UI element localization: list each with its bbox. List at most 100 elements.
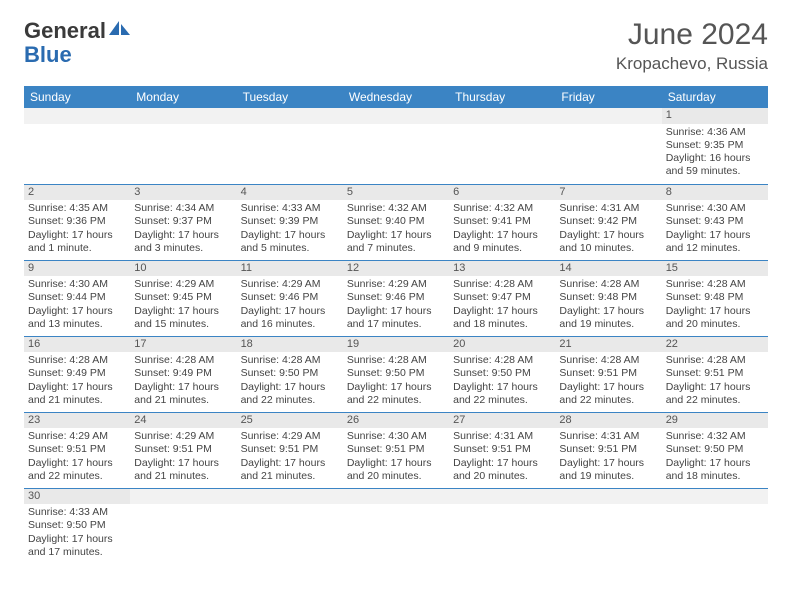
calendar-row: 16Sunrise: 4:28 AMSunset: 9:49 PMDayligh… [24, 336, 768, 412]
sunset-line: Sunset: 9:50 PM [28, 519, 126, 532]
daynum-bar: 19 [343, 337, 449, 353]
calendar-cell: 24Sunrise: 4:29 AMSunset: 9:51 PMDayligh… [130, 412, 236, 488]
daynum-bar: 8 [662, 185, 768, 201]
sunrise-line: Sunrise: 4:28 AM [559, 354, 657, 367]
calendar-cell: 3Sunrise: 4:34 AMSunset: 9:37 PMDaylight… [130, 184, 236, 260]
calendar-cell: 27Sunrise: 4:31 AMSunset: 9:51 PMDayligh… [449, 412, 555, 488]
sunrise-line: Sunrise: 4:34 AM [134, 202, 232, 215]
calendar-cell [24, 108, 130, 184]
daylight-line: Daylight: 17 hours and 19 minutes. [559, 305, 657, 331]
daynum-bar-empty [449, 489, 555, 505]
calendar-cell [237, 488, 343, 564]
calendar-cell: 15Sunrise: 4:28 AMSunset: 9:48 PMDayligh… [662, 260, 768, 336]
daylight-line: Daylight: 17 hours and 22 minutes. [666, 381, 764, 407]
calendar-row: 9Sunrise: 4:30 AMSunset: 9:44 PMDaylight… [24, 260, 768, 336]
sunrise-line: Sunrise: 4:31 AM [559, 430, 657, 443]
daynum-bar-empty [555, 108, 661, 124]
weekday-header: Thursday [449, 86, 555, 108]
calendar-row: 2Sunrise: 4:35 AMSunset: 9:36 PMDaylight… [24, 184, 768, 260]
daynum-bar-empty [237, 108, 343, 124]
sunrise-line: Sunrise: 4:28 AM [453, 354, 551, 367]
sunset-line: Sunset: 9:51 PM [347, 443, 445, 456]
calendar-cell [237, 108, 343, 184]
calendar-cell: 21Sunrise: 4:28 AMSunset: 9:51 PMDayligh… [555, 336, 661, 412]
daynum-bar: 6 [449, 185, 555, 201]
calendar-cell: 22Sunrise: 4:28 AMSunset: 9:51 PMDayligh… [662, 336, 768, 412]
daynum-bar: 2 [24, 185, 130, 201]
calendar-cell [555, 108, 661, 184]
calendar-cell: 12Sunrise: 4:29 AMSunset: 9:46 PMDayligh… [343, 260, 449, 336]
sunrise-line: Sunrise: 4:35 AM [28, 202, 126, 215]
calendar-table: SundayMondayTuesdayWednesdayThursdayFrid… [24, 86, 768, 564]
sunset-line: Sunset: 9:50 PM [241, 367, 339, 380]
daynum-bar-empty [237, 489, 343, 505]
sunrise-line: Sunrise: 4:28 AM [559, 278, 657, 291]
daynum-bar: 18 [237, 337, 343, 353]
daylight-line: Daylight: 17 hours and 19 minutes. [559, 457, 657, 483]
daylight-line: Daylight: 17 hours and 20 minutes. [347, 457, 445, 483]
daynum-bar-empty [130, 108, 236, 124]
daynum-bar: 21 [555, 337, 661, 353]
sunset-line: Sunset: 9:51 PM [241, 443, 339, 456]
daylight-line: Daylight: 17 hours and 21 minutes. [241, 457, 339, 483]
calendar-cell: 17Sunrise: 4:28 AMSunset: 9:49 PMDayligh… [130, 336, 236, 412]
logo-text-blue: Blue [24, 42, 72, 68]
calendar-cell: 20Sunrise: 4:28 AMSunset: 9:50 PMDayligh… [449, 336, 555, 412]
calendar-cell: 25Sunrise: 4:29 AMSunset: 9:51 PMDayligh… [237, 412, 343, 488]
calendar-cell: 1Sunrise: 4:36 AMSunset: 9:35 PMDaylight… [662, 108, 768, 184]
sunset-line: Sunset: 9:42 PM [559, 215, 657, 228]
calendar-cell: 6Sunrise: 4:32 AMSunset: 9:41 PMDaylight… [449, 184, 555, 260]
sunset-line: Sunset: 9:47 PM [453, 291, 551, 304]
weekday-header: Friday [555, 86, 661, 108]
daylight-line: Daylight: 17 hours and 21 minutes. [134, 381, 232, 407]
daylight-line: Daylight: 17 hours and 1 minute. [28, 229, 126, 255]
calendar-cell: 23Sunrise: 4:29 AMSunset: 9:51 PMDayligh… [24, 412, 130, 488]
daylight-line: Daylight: 17 hours and 5 minutes. [241, 229, 339, 255]
weekday-header: Wednesday [343, 86, 449, 108]
sunrise-line: Sunrise: 4:28 AM [241, 354, 339, 367]
daylight-line: Daylight: 17 hours and 12 minutes. [666, 229, 764, 255]
daynum-bar: 24 [130, 413, 236, 429]
sunrise-line: Sunrise: 4:28 AM [453, 278, 551, 291]
daynum-bar: 14 [555, 261, 661, 277]
sunrise-line: Sunrise: 4:29 AM [347, 278, 445, 291]
daylight-line: Daylight: 17 hours and 21 minutes. [134, 457, 232, 483]
sunset-line: Sunset: 9:35 PM [666, 139, 764, 152]
sunrise-line: Sunrise: 4:32 AM [666, 430, 764, 443]
calendar-cell: 26Sunrise: 4:30 AMSunset: 9:51 PMDayligh… [343, 412, 449, 488]
daynum-bar: 12 [343, 261, 449, 277]
calendar-cell [449, 108, 555, 184]
calendar-cell: 28Sunrise: 4:31 AMSunset: 9:51 PMDayligh… [555, 412, 661, 488]
daynum-bar-empty [343, 108, 449, 124]
weekday-header-row: SundayMondayTuesdayWednesdayThursdayFrid… [24, 86, 768, 108]
calendar-cell: 19Sunrise: 4:28 AMSunset: 9:50 PMDayligh… [343, 336, 449, 412]
logo-text-l: l [100, 18, 106, 44]
daylight-line: Daylight: 17 hours and 18 minutes. [453, 305, 551, 331]
logo-text-general: Genera [24, 18, 100, 44]
daylight-line: Daylight: 17 hours and 13 minutes. [28, 305, 126, 331]
calendar-body: 1Sunrise: 4:36 AMSunset: 9:35 PMDaylight… [24, 108, 768, 564]
weekday-header: Tuesday [237, 86, 343, 108]
daynum-bar-empty [449, 108, 555, 124]
header: General June 2024 Kropachevo, Russia [0, 0, 792, 80]
weekday-header: Saturday [662, 86, 768, 108]
daylight-line: Daylight: 17 hours and 20 minutes. [453, 457, 551, 483]
calendar-cell: 8Sunrise: 4:30 AMSunset: 9:43 PMDaylight… [662, 184, 768, 260]
daylight-line: Daylight: 17 hours and 22 minutes. [28, 457, 126, 483]
sunrise-line: Sunrise: 4:33 AM [241, 202, 339, 215]
sunset-line: Sunset: 9:41 PM [453, 215, 551, 228]
sunset-line: Sunset: 9:51 PM [134, 443, 232, 456]
sunset-line: Sunset: 9:51 PM [666, 367, 764, 380]
sunset-line: Sunset: 9:36 PM [28, 215, 126, 228]
weekday-header: Monday [130, 86, 236, 108]
sunrise-line: Sunrise: 4:30 AM [347, 430, 445, 443]
calendar-cell [555, 488, 661, 564]
calendar-cell: 5Sunrise: 4:32 AMSunset: 9:40 PMDaylight… [343, 184, 449, 260]
sunrise-line: Sunrise: 4:31 AM [453, 430, 551, 443]
logo: General [24, 18, 133, 44]
calendar-cell: 16Sunrise: 4:28 AMSunset: 9:49 PMDayligh… [24, 336, 130, 412]
daynum-bar: 4 [237, 185, 343, 201]
daylight-line: Daylight: 17 hours and 21 minutes. [28, 381, 126, 407]
daynum-bar: 15 [662, 261, 768, 277]
calendar-cell [343, 488, 449, 564]
